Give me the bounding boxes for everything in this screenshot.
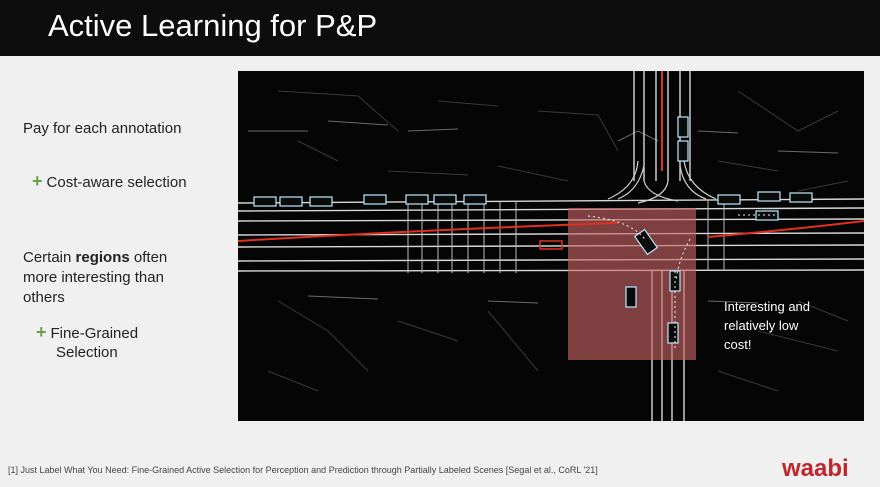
bullet-pay-annotation: Pay for each annotation [23,120,182,137]
interesting-annotation: Interesting and relatively low cost! [724,297,810,354]
intersection-curves [607,160,717,204]
plus-icon: + [36,322,47,342]
bullet-regions: Certain regions often more interesting t… [23,248,167,308]
ego-vehicle [539,240,563,250]
crosswalk-bars [407,199,725,273]
footnote-citation: [1] Just Label What You Need: Fine-Grain… [8,465,598,475]
bullet-cost-aware: + Cost-aware selection [32,171,187,193]
prediction-paths [587,214,778,351]
title-bar: Active Learning for P&P [0,0,880,56]
regions-bold: regions [75,249,130,266]
logo-text: waabi [781,455,849,482]
background-clutter [267,90,849,392]
annotation-line-1: Interesting and [724,299,811,314]
waabi-logo-mark: waabi [781,455,849,482]
regions-line-2: more interesting than [23,269,164,286]
bullet-fine-grained: + Fine-Grained [36,322,138,344]
slide-title: Active Learning for P&P [48,8,378,43]
structure-edges [248,120,839,304]
fine-grained-label-2: Selection [56,344,118,361]
regions-line-3: others [23,289,65,306]
regions-prefix: Certain [23,249,76,266]
lidar-map-visualization [238,71,864,421]
fine-grained-label-1: Fine-Grained [50,325,139,342]
cost-aware-label: Cost-aware selection [46,174,187,191]
regions-suffix: often [129,249,168,266]
regions-line-1: Certain regions often [23,248,167,268]
map-svg [238,71,864,421]
annotation-line-2: relatively low [724,318,799,333]
waabi-logo: waabi [780,454,870,482]
red-trajectories [238,71,864,242]
plus-icon: + [32,171,43,191]
annotation-line-3: cost! [724,337,752,352]
